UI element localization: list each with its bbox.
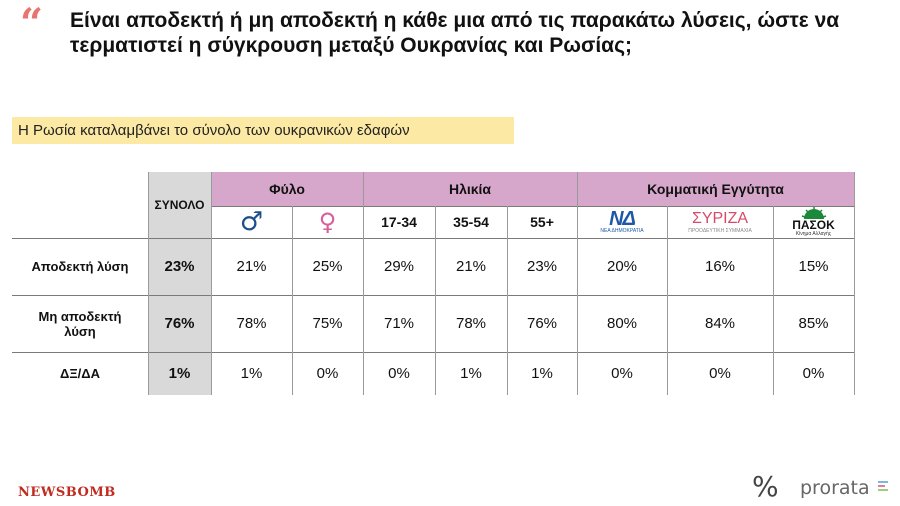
total-dont-know: 1%: [168, 365, 191, 382]
male-icon: ♂: [239, 207, 264, 237]
age-header-55-plus: 55+: [530, 214, 554, 230]
divider: [363, 172, 364, 395]
nd-logo-text: ΝΕΑ ΔΗΜΟΚΡΑΤΙΑ: [600, 228, 644, 234]
value-cell: 15%: [798, 258, 829, 275]
total-header: ΣΥΝΟΛΟ: [154, 198, 205, 212]
divider: [12, 352, 854, 353]
newsbomb-logo: NEWSBOMB: [18, 485, 116, 500]
age-header-35-54: 35-54: [453, 214, 489, 230]
row-label-not-acceptable: Μη αποδεκτή λύση: [38, 308, 122, 339]
nd-logo-mark: ΝΔ: [609, 208, 636, 230]
percent-icon: %: [752, 470, 779, 503]
value-cell: 76%: [526, 315, 558, 332]
pasok-sun-icon: [801, 206, 826, 219]
row-label-dont-know: ΔΞ/ΔΑ: [59, 366, 101, 381]
value-cell: 78%: [455, 315, 487, 332]
value-cell: 21%: [236, 258, 267, 275]
value-cell: 16%: [704, 258, 736, 275]
prorata-logo: prorata: [800, 477, 870, 499]
group-header-age: Ηλικία: [448, 181, 492, 197]
party-header-band: [577, 172, 854, 206]
group-header-party: Κομματική Εγγύτητα: [647, 181, 784, 197]
divider: [507, 206, 508, 395]
value-cell: 0%: [802, 365, 825, 382]
value-cell: 1%: [531, 365, 553, 382]
total-column-band: [148, 172, 211, 395]
value-cell: 71%: [383, 315, 415, 332]
syriza-logo-text: ΠΡΟΟΔΕΥΤΙΚΗ ΣΥΜΜΑΧΙΑ: [688, 228, 752, 234]
nd-logo: ΝΔ ΝΕΑ ΔΗΜΟΚΡΑΤΙΑ: [577, 207, 667, 237]
pasok-logo-text: Κίνημα Αλλαγής: [795, 230, 832, 237]
pasok-logo-mark: ΠΑΣΟΚ: [792, 217, 835, 232]
pasok-logo: ΠΑΣΟΚ Κίνημα Αλλαγής: [773, 205, 854, 238]
value-cell: 80%: [606, 315, 638, 332]
syriza-logo-mark: ΣΥΡΙΖΑ: [691, 210, 749, 227]
divider: [211, 206, 854, 207]
syriza-logo: ΣΥΡΙΖΑ ΠΡΟΟΔΕΥΤΙΚΗ ΣΥΜΜΑΧΙΑ: [667, 207, 773, 237]
value-cell: 1%: [240, 365, 263, 382]
value-cell: 0%: [709, 365, 731, 382]
value-cell: 0%: [388, 365, 410, 382]
divider: [773, 206, 774, 395]
value-cell: 23%: [526, 258, 558, 275]
value-cell: 25%: [312, 258, 343, 275]
value-cell: 75%: [312, 315, 343, 332]
age-header-band: [363, 172, 577, 206]
divider: [292, 206, 293, 395]
value-cell: 0%: [316, 365, 339, 382]
divider: [12, 238, 854, 239]
value-cell: 21%: [455, 258, 487, 275]
value-cell: 78%: [236, 315, 267, 332]
age-header-17-34: 17-34: [381, 214, 417, 230]
total-not-acceptable: 76%: [164, 315, 195, 332]
prorata-bars-icon: [878, 481, 888, 495]
group-header-gender: Φύλο: [269, 181, 305, 197]
female-icon: ♀: [318, 208, 337, 236]
scenario-subtitle: Η Ρωσία καταλαμβάνει το σύνολο των ουκρα…: [12, 117, 514, 144]
value-cell: 1%: [460, 365, 482, 382]
value-cell: 20%: [606, 258, 638, 275]
total-acceptable: 23%: [164, 258, 195, 275]
value-cell: 29%: [383, 258, 415, 275]
divider: [12, 295, 854, 296]
value-cell: 84%: [704, 315, 736, 332]
divider: [854, 172, 855, 395]
value-cell: 85%: [798, 315, 829, 332]
gender-header-band: [211, 172, 363, 206]
survey-question: Είναι αποδεκτή ή μη αποδεκτή η κάθε μια …: [70, 9, 840, 57]
value-cell: 0%: [611, 365, 633, 382]
quote-mark-icon: “: [20, 0, 44, 47]
divider: [667, 206, 668, 395]
row-label-acceptable: Αποδεκτή λύση: [31, 259, 129, 274]
divider: [211, 172, 212, 395]
divider: [577, 172, 578, 395]
divider: [435, 206, 436, 395]
divider: [148, 172, 149, 395]
